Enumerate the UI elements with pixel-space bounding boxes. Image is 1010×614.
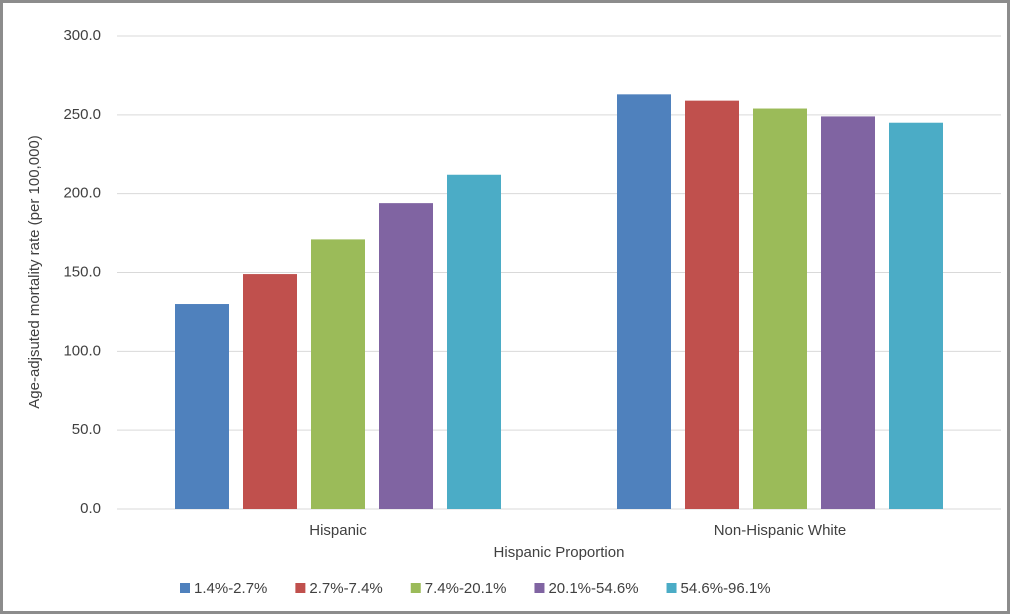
bar <box>889 122 943 509</box>
legend-label: 20.1%-54.6% <box>548 580 638 597</box>
legend-label: 2.7%-7.4% <box>309 580 382 597</box>
y-tick-label: 0.0 <box>80 500 101 517</box>
y-tick-label: 250.0 <box>63 106 101 123</box>
bar <box>447 174 501 509</box>
bar <box>243 274 297 509</box>
y-tick-label: 150.0 <box>63 263 101 280</box>
y-tick-label: 300.0 <box>63 27 101 44</box>
legend-label: 1.4%-2.7% <box>194 580 267 597</box>
legend-swatch <box>180 583 190 593</box>
bar <box>175 304 229 509</box>
bar <box>821 116 875 509</box>
x-tick-label: Hispanic <box>309 522 367 539</box>
legend-swatch <box>410 583 421 593</box>
legend-swatch <box>666 583 677 593</box>
bar <box>753 108 807 509</box>
y-tick-label: 50.0 <box>72 421 101 438</box>
x-axis-title: Hispanic Proportion <box>494 544 625 561</box>
legend-label: 7.4%-20.1% <box>425 580 507 597</box>
legend-swatch <box>295 583 306 593</box>
y-tick-label: 100.0 <box>63 342 101 359</box>
bar <box>379 203 433 510</box>
bar <box>617 94 671 509</box>
legend-swatch <box>534 583 545 593</box>
bar <box>311 239 365 509</box>
x-tick-label: Non-Hispanic White <box>714 522 847 539</box>
y-tick-label: 200.0 <box>63 185 101 202</box>
bar <box>685 100 739 509</box>
y-axis-title: Age-adjsuted mortality rate (per 100,000… <box>26 135 43 408</box>
legend-label: 54.6%-96.1% <box>681 580 771 597</box>
